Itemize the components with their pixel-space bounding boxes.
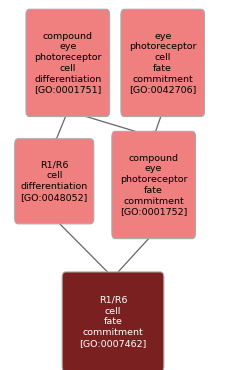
FancyBboxPatch shape xyxy=(15,139,93,224)
Text: R1/R6
cell
fate
commitment
[GO:0007462]: R1/R6 cell fate commitment [GO:0007462] xyxy=(79,296,146,348)
FancyBboxPatch shape xyxy=(26,9,109,117)
FancyBboxPatch shape xyxy=(120,9,204,117)
FancyBboxPatch shape xyxy=(111,131,195,239)
Text: compound
eye
photoreceptor
fate
commitment
[GO:0001752]: compound eye photoreceptor fate commitme… xyxy=(119,154,187,216)
Text: R1/R6
cell
differentiation
[GO:0048052]: R1/R6 cell differentiation [GO:0048052] xyxy=(20,161,88,202)
Text: eye
photoreceptor
cell
fate
commitment
[GO:0042706]: eye photoreceptor cell fate commitment [… xyxy=(128,31,196,94)
Text: compound
eye
photoreceptor
cell
differentiation
[GO:0001751]: compound eye photoreceptor cell differen… xyxy=(34,31,101,94)
FancyBboxPatch shape xyxy=(62,272,163,370)
